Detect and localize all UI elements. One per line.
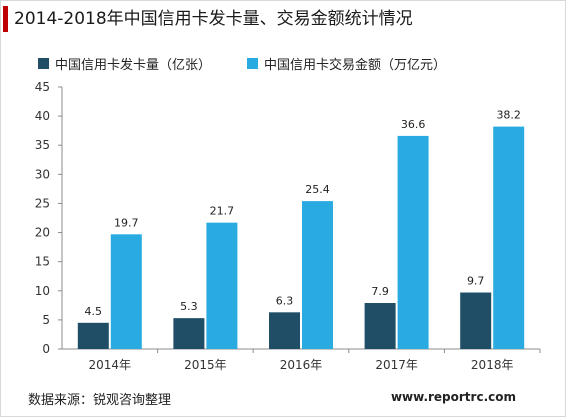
legend: 中国信用卡发卡量（亿张） 中国信用卡交易金额（万亿元）: [38, 54, 482, 73]
data-label-cards: 5.3: [180, 300, 198, 313]
y-tick-label: 25: [35, 196, 50, 210]
y-tick-label: 20: [35, 226, 50, 240]
bar-cards: [77, 322, 109, 349]
legend-label-cards: 中国信用卡发卡量（亿张）: [55, 58, 212, 73]
data-label-amount: 19.7: [114, 216, 139, 229]
legend-swatch-cards: [38, 58, 49, 69]
x-tick-label: 2018年: [471, 358, 514, 372]
data-label-cards: 6.3: [276, 294, 294, 307]
data-label-cards: 9.7: [467, 275, 485, 288]
y-tick-label: 40: [35, 109, 50, 123]
bar-cards: [364, 303, 396, 349]
data-label-cards: 4.5: [85, 305, 103, 318]
x-tick-label: 2017年: [375, 358, 418, 372]
x-tick-label: 2016年: [280, 358, 323, 372]
bar-amount: [206, 222, 238, 349]
bar-amount: [493, 126, 525, 349]
data-label-amount: 25.4: [305, 183, 330, 196]
legend-item-cards: 中国信用卡发卡量（亿张）: [38, 54, 211, 73]
data-label-amount: 21.7: [210, 205, 235, 218]
bar-cards: [269, 312, 300, 349]
x-tick-label: 2014年: [89, 358, 132, 372]
website-url: www.reportrc.com: [390, 390, 516, 404]
legend-label-amount: 中国信用卡交易金额（万亿元）: [264, 58, 447, 73]
source-note: 数据来源：锐观咨询整理: [28, 393, 172, 408]
y-tick-label: 45: [35, 80, 50, 94]
data-label-cards: 7.9: [371, 285, 389, 298]
data-label-amount: 38.2: [496, 109, 521, 122]
legend-item-amount: 中国信用卡交易金额（万亿元）: [247, 54, 446, 73]
bar-amount: [302, 201, 333, 349]
legend-swatch-amount: [247, 58, 259, 69]
y-tick-label: 30: [35, 167, 50, 181]
chart-title: 2014-2018年中国信用卡发卡量、交易金额统计情况: [14, 9, 413, 29]
data-label-amount: 36.6: [401, 118, 426, 131]
y-tick-label: 5: [42, 313, 50, 327]
title-accent-bar: [3, 6, 8, 32]
y-tick-label: 10: [35, 284, 50, 298]
y-tick-label: 0: [42, 342, 50, 356]
bar-cards: [173, 318, 205, 349]
bar-amount: [397, 135, 429, 349]
y-tick-label: 15: [35, 255, 50, 269]
bar-cards: [460, 292, 492, 349]
bar-amount: [110, 234, 142, 349]
x-tick-label: 2015年: [184, 358, 227, 372]
y-tick-label: 35: [35, 138, 50, 152]
